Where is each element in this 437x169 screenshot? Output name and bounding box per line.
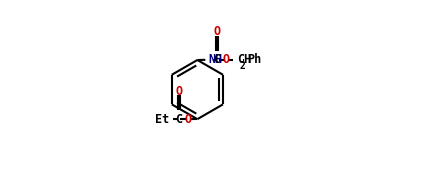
Text: O: O	[184, 113, 192, 126]
Text: Et: Et	[155, 113, 170, 126]
Text: O: O	[223, 53, 230, 66]
Text: O: O	[175, 85, 182, 98]
Text: Ph: Ph	[247, 53, 262, 66]
Text: O: O	[214, 26, 221, 38]
Text: 2: 2	[239, 61, 245, 71]
Text: C: C	[214, 53, 221, 66]
Text: C: C	[175, 113, 182, 126]
Text: NH: NH	[208, 53, 222, 66]
Text: CH: CH	[237, 53, 251, 66]
